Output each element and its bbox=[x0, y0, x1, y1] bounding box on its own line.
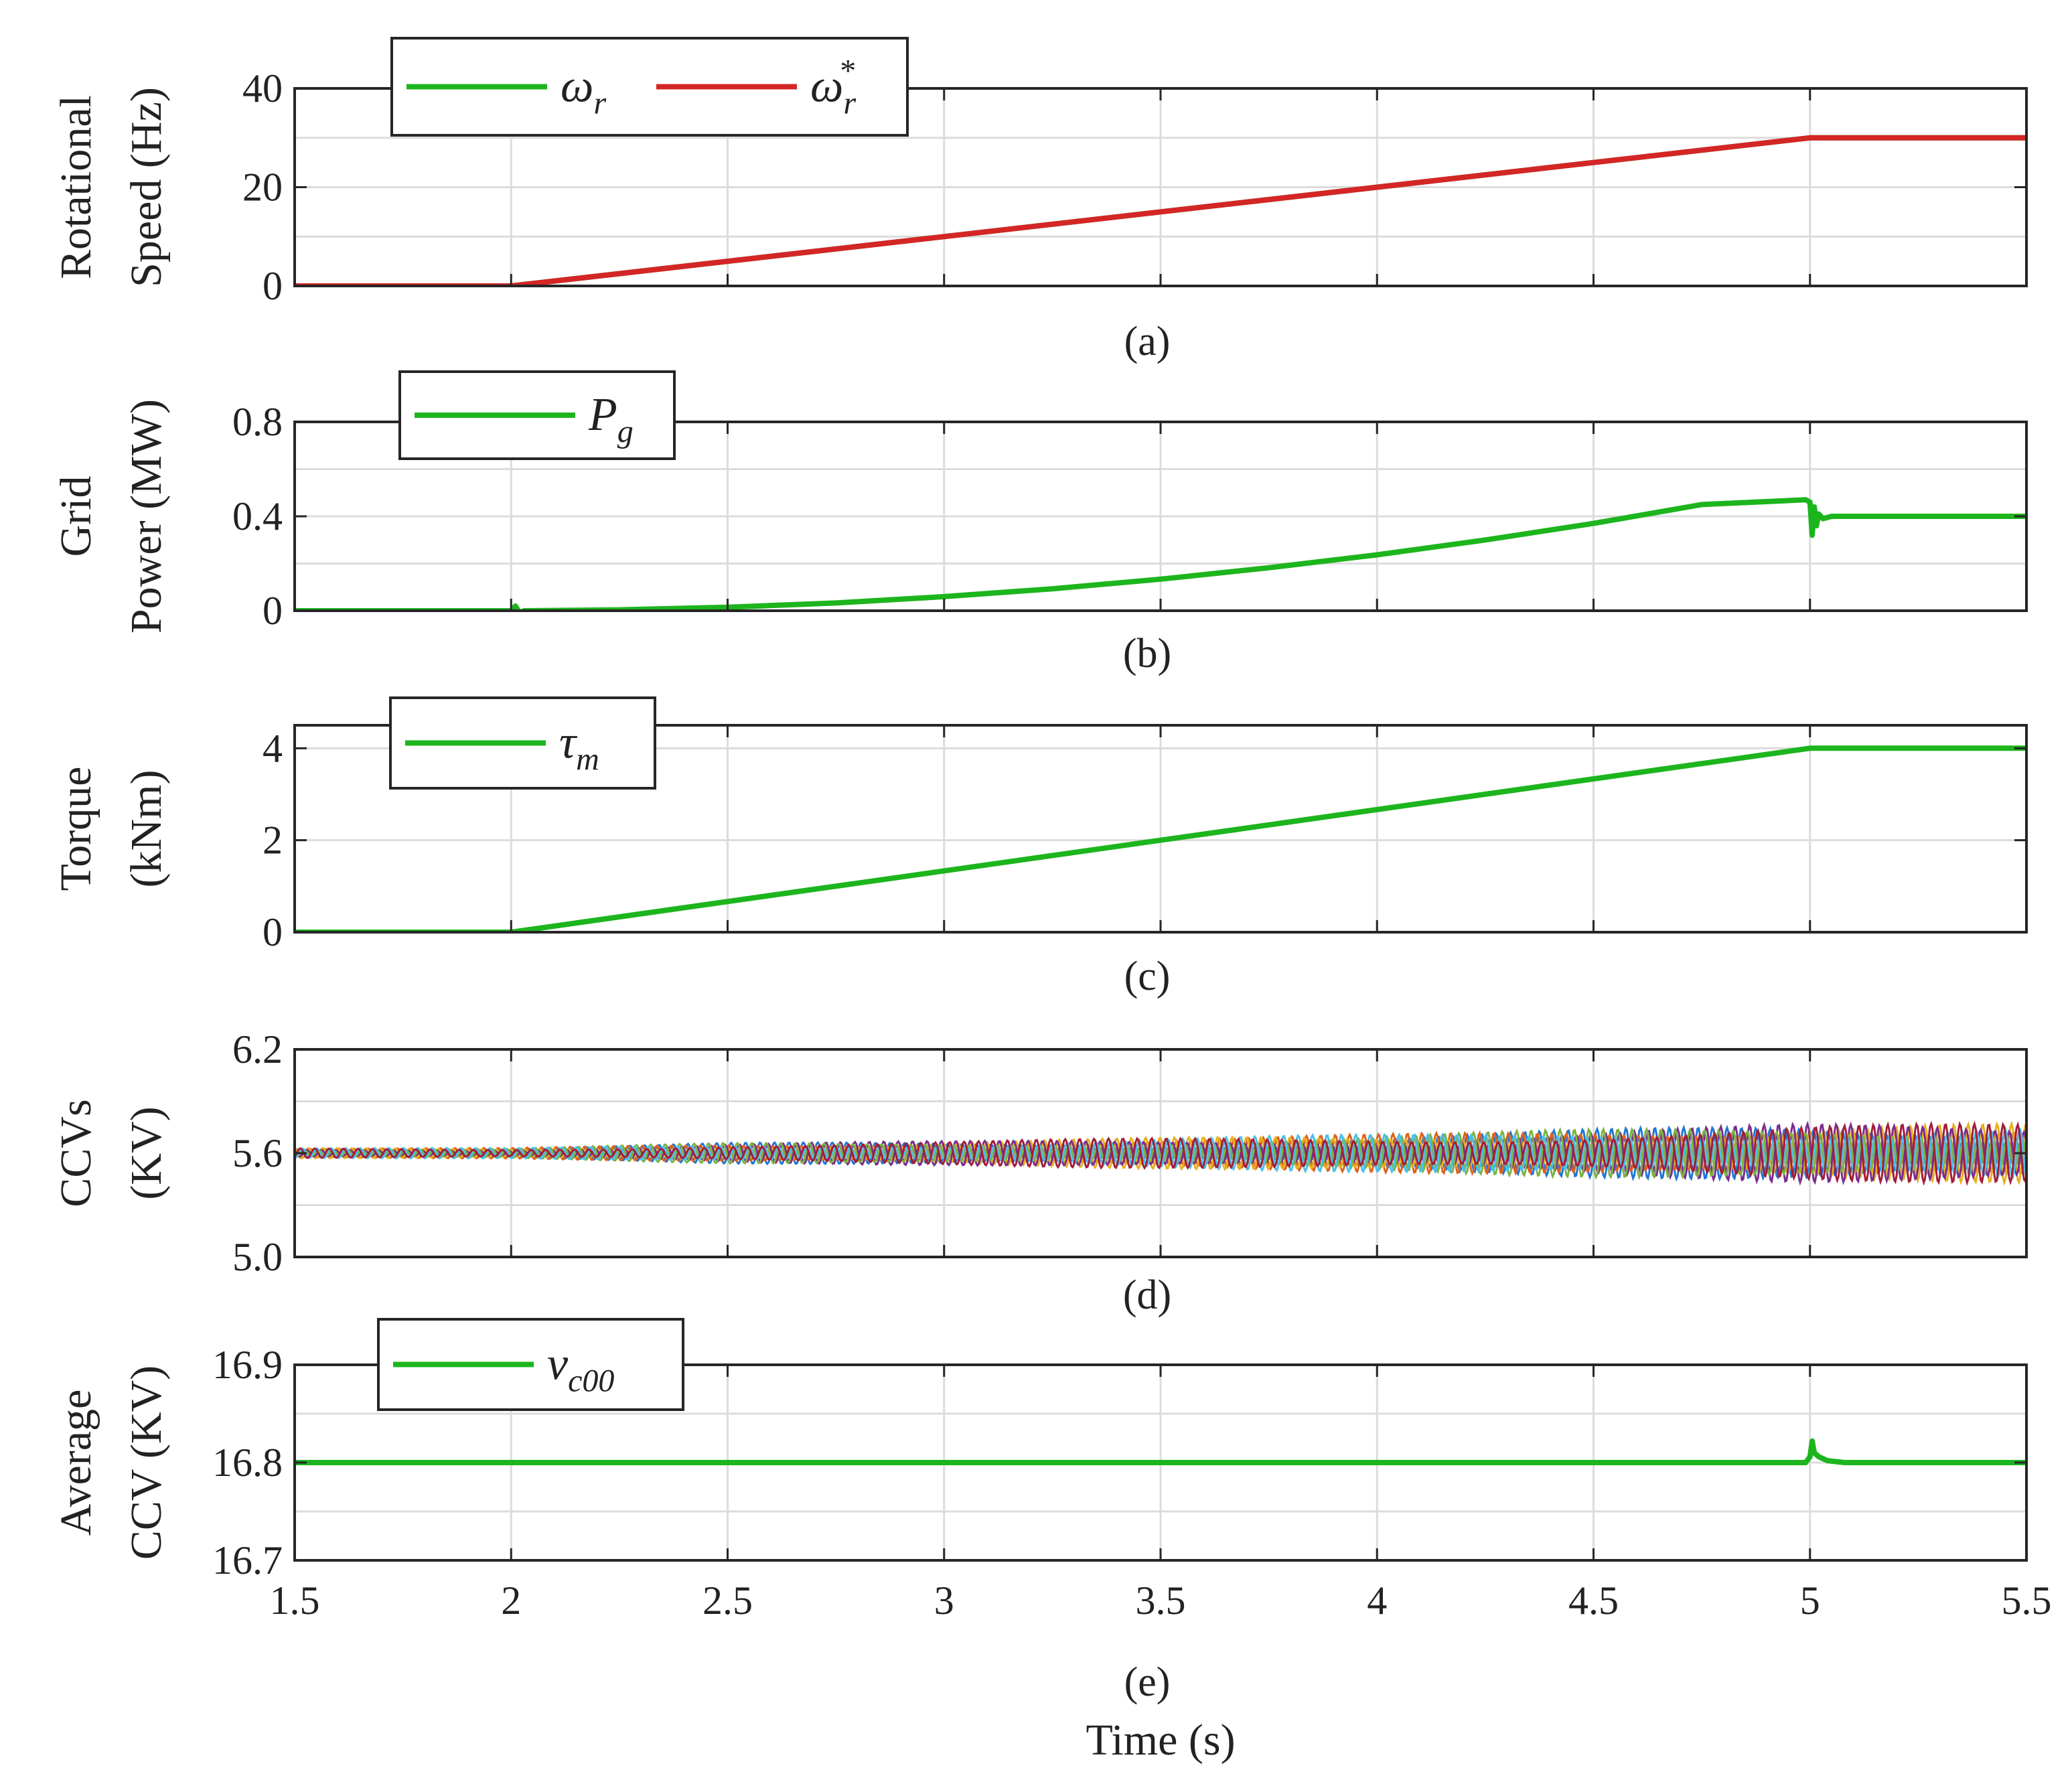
x-tick-label: 2.5 bbox=[702, 1578, 753, 1623]
panel-e: 16.7 16.8 16.9 Average CCV (KV) (e) 1.5 2 2.5 3 3.… bbox=[52, 1318, 2052, 1705]
legend: Pg bbox=[398, 370, 676, 460]
y-axis-label: CCVs bbox=[52, 1099, 100, 1207]
legend-subscript: r bbox=[843, 86, 856, 121]
x-tick-label: 4 bbox=[1367, 1578, 1387, 1623]
legend: τm bbox=[389, 696, 656, 790]
y-tick-label: 16.8 bbox=[212, 1440, 283, 1485]
x-tick-label: 3 bbox=[934, 1578, 954, 1623]
x-tick-label: 3.5 bbox=[1136, 1578, 1186, 1623]
y-axis-label: Rotational bbox=[52, 95, 100, 279]
x-axis-label: Time (s) bbox=[1086, 1716, 1235, 1765]
y-axis-label: (KV) bbox=[122, 1106, 171, 1199]
y-tick-label: 5.6 bbox=[232, 1131, 283, 1175]
series-line-P_g bbox=[295, 497, 2026, 611]
y-axis-label: Average bbox=[52, 1390, 100, 1536]
series-line-ccv-7 bbox=[295, 1120, 2026, 1186]
y-tick-label: 4 bbox=[263, 726, 283, 770]
panel-b: 0 0.4 0.8 Grid Power (MW) (b) Pg bbox=[52, 370, 2028, 676]
y-tick-label: 0 bbox=[263, 589, 283, 633]
y-tick-label: 0 bbox=[263, 264, 283, 308]
y-axis-label: (kNm) bbox=[122, 770, 171, 888]
panel-c: 0 2 4 Torque (kNm) (c) τm bbox=[52, 696, 2028, 999]
y-tick-label: 0.4 bbox=[232, 494, 283, 538]
legend-subscript: c00 bbox=[568, 1363, 614, 1399]
legend-superscript: * bbox=[838, 54, 855, 89]
y-tick-label: 16.7 bbox=[212, 1538, 283, 1582]
y-tick-label: 40 bbox=[242, 66, 283, 110]
panel-d: 5.0 5.6 6.2 CCVs (KV) (d) bbox=[52, 1027, 2028, 1318]
series-line-ω_r* bbox=[295, 135, 2026, 286]
x-tick-label: 5.5 bbox=[2002, 1578, 2052, 1623]
y-tick-label: 16.9 bbox=[212, 1343, 283, 1387]
legend: vc00 bbox=[377, 1318, 684, 1411]
y-axis-label: Power (MW) bbox=[122, 399, 171, 634]
y-tick-label: 6.2 bbox=[232, 1027, 283, 1071]
y-axis-label: Grid bbox=[52, 476, 100, 557]
panel-sublabel: (a) bbox=[1124, 319, 1171, 364]
x-tick-label: 4.5 bbox=[1568, 1578, 1619, 1623]
x-tick-label: 1.5 bbox=[270, 1578, 320, 1623]
legend-subscript: g bbox=[617, 414, 634, 449]
panel-sublabel: (c) bbox=[1124, 954, 1171, 999]
y-tick-label: 0.8 bbox=[232, 400, 283, 444]
y-axis-label: Torque bbox=[52, 767, 100, 891]
y-tick-label: 2 bbox=[263, 818, 283, 863]
x-tick-label: 2 bbox=[501, 1578, 521, 1623]
legend-label: ωr bbox=[810, 61, 856, 121]
series-line-τ_m bbox=[295, 745, 2026, 932]
panel-sublabel: (b) bbox=[1123, 631, 1171, 676]
legend-subscript: r bbox=[593, 86, 606, 121]
legend-subscript: m bbox=[576, 742, 599, 777]
panel-sublabel: (e) bbox=[1124, 1659, 1171, 1705]
series-line-v_c00 bbox=[295, 1438, 2026, 1465]
legend: ωr ωr* bbox=[390, 37, 909, 137]
series-line-ccv-4 bbox=[295, 1120, 2026, 1186]
y-tick-label: 0 bbox=[263, 910, 283, 954]
y-axis-label: CCV (KV) bbox=[122, 1365, 171, 1560]
x-tick-label: 5 bbox=[1800, 1578, 1820, 1623]
y-tick-label: 5.0 bbox=[232, 1235, 283, 1279]
panel-sublabel: (d) bbox=[1123, 1272, 1171, 1318]
panel-a: 0 20 40 Rotational Speed (Hz) (a) ωr ωr* bbox=[52, 37, 2028, 364]
y-axis-label: Speed (Hz) bbox=[122, 87, 171, 287]
y-tick-label: 20 bbox=[242, 165, 283, 210]
